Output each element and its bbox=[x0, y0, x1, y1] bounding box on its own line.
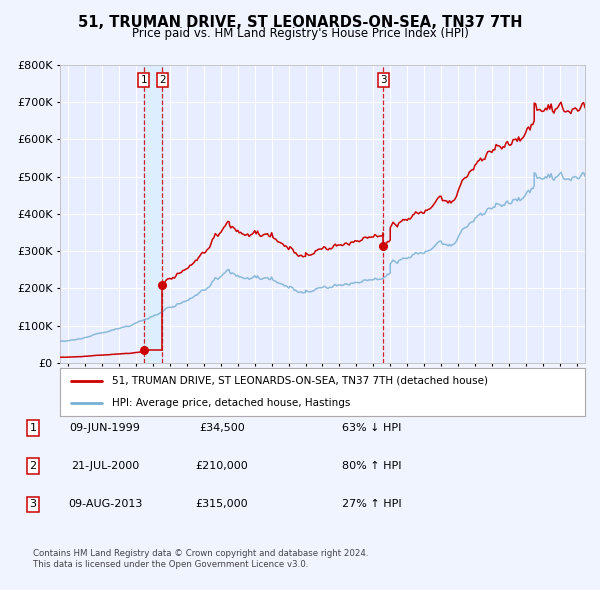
Text: 3: 3 bbox=[29, 500, 37, 509]
Text: Price paid vs. HM Land Registry's House Price Index (HPI): Price paid vs. HM Land Registry's House … bbox=[131, 27, 469, 40]
Text: This data is licensed under the Open Government Licence v3.0.: This data is licensed under the Open Gov… bbox=[33, 560, 308, 569]
Text: £34,500: £34,500 bbox=[199, 423, 245, 432]
Text: £210,000: £210,000 bbox=[196, 461, 248, 471]
Bar bbox=[143, 65, 163, 363]
Text: 21-JUL-2000: 21-JUL-2000 bbox=[71, 461, 139, 471]
Text: 63% ↓ HPI: 63% ↓ HPI bbox=[343, 423, 401, 432]
Text: 09-AUG-2013: 09-AUG-2013 bbox=[68, 500, 142, 509]
Text: 80% ↑ HPI: 80% ↑ HPI bbox=[342, 461, 402, 471]
Text: 1: 1 bbox=[140, 76, 147, 86]
Text: £315,000: £315,000 bbox=[196, 500, 248, 509]
Text: 51, TRUMAN DRIVE, ST LEONARDS-ON-SEA, TN37 7TH (detached house): 51, TRUMAN DRIVE, ST LEONARDS-ON-SEA, TN… bbox=[113, 376, 488, 386]
Text: 09-JUN-1999: 09-JUN-1999 bbox=[70, 423, 140, 432]
Text: 3: 3 bbox=[380, 76, 387, 86]
Text: Contains HM Land Registry data © Crown copyright and database right 2024.: Contains HM Land Registry data © Crown c… bbox=[33, 549, 368, 558]
Text: 2: 2 bbox=[159, 76, 166, 86]
Text: 1: 1 bbox=[29, 423, 37, 432]
Text: 27% ↑ HPI: 27% ↑ HPI bbox=[342, 500, 402, 509]
Text: 51, TRUMAN DRIVE, ST LEONARDS-ON-SEA, TN37 7TH: 51, TRUMAN DRIVE, ST LEONARDS-ON-SEA, TN… bbox=[78, 15, 522, 30]
Text: HPI: Average price, detached house, Hastings: HPI: Average price, detached house, Hast… bbox=[113, 398, 351, 408]
Text: 2: 2 bbox=[29, 461, 37, 471]
